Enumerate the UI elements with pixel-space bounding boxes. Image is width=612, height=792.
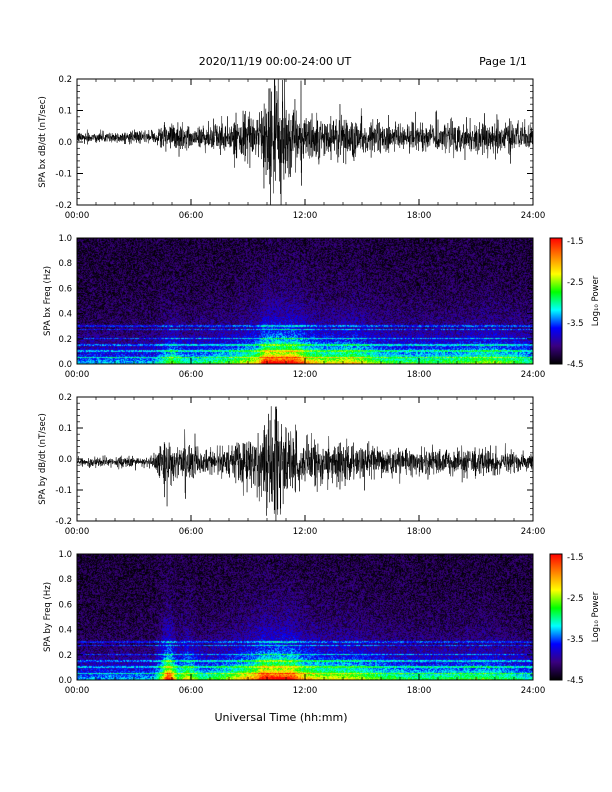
y-tick-label: -0.2 xyxy=(55,517,72,527)
colorbar-label: Log₁₀ Power xyxy=(591,275,601,326)
y-tick-label: 0.6 xyxy=(58,600,72,610)
x-tick-labels: 00:00 06:00 12:00 18:00 24:00 xyxy=(65,211,546,221)
y-tick-label: 0.6 xyxy=(58,284,72,294)
y-tick-label: 0.2 xyxy=(58,651,72,661)
colorbar-frame xyxy=(549,553,563,681)
y-axis-label: SPA by Freq (Hz) xyxy=(43,582,53,652)
x-tick-labels: 00:00 06:00 12:00 18:00 24:00 xyxy=(65,527,546,537)
x-tick-label: 00:00 xyxy=(65,370,90,380)
y-tick-label: -0.1 xyxy=(55,486,72,496)
y-tick-labels: 1.0 0.8 0.6 0.4 0.2 0.0 xyxy=(58,550,72,686)
x-tick-label: 18:00 xyxy=(407,527,432,537)
y-tick-label: 0.4 xyxy=(58,626,72,636)
y-tick-label: 0.1 xyxy=(58,424,72,434)
y-axis-label: SPA bx dB/dt (nT/sec) xyxy=(38,96,48,188)
x-tick-label: 06:00 xyxy=(179,527,204,537)
x-tick-label: 24:00 xyxy=(521,211,546,221)
x-tick-label: 24:00 xyxy=(521,527,546,537)
x-tick-label: 00:00 xyxy=(65,527,90,537)
y-tick-labels: 0.2 0.1 0.0 -0.1 -0.2 xyxy=(55,75,72,211)
x-tick-label: 12:00 xyxy=(293,370,318,380)
y-tick-label: 0.1 xyxy=(58,107,72,117)
colorbar-tick: -1.5 xyxy=(567,553,584,563)
y-tick-label: 0.2 xyxy=(58,335,72,345)
plot-frame xyxy=(76,396,534,522)
panel-bx-timeseries: 0.2 0.1 0.0 -0.1 -0.2 00:00 06:00 12:00 18:00 24… xyxy=(38,75,545,221)
y-tick-label: 0.0 xyxy=(58,676,72,686)
x-tick-label: 18:00 xyxy=(407,686,432,696)
by-trace xyxy=(76,406,534,522)
x-tick-label: 24:00 xyxy=(521,686,546,696)
colorbar-gradient xyxy=(550,238,562,364)
y-tick-label: -0.1 xyxy=(55,170,72,180)
x-tick-label: 12:00 xyxy=(293,686,318,696)
colorbar-frame xyxy=(549,237,563,365)
x-tick-label: 06:00 xyxy=(179,370,204,380)
axis-ticks xyxy=(76,396,534,522)
figure-title: 2020/11/19 00:00-24:00 UT xyxy=(199,55,352,68)
x-tick-label: 18:00 xyxy=(407,211,432,221)
x-tick-labels: 00:00 06:00 12:00 18:00 24:00 xyxy=(65,370,546,380)
x-tick-label: 06:00 xyxy=(179,211,204,221)
colorbar-tick: -4.5 xyxy=(567,676,584,686)
y-tick-label: 1.0 xyxy=(58,234,72,244)
colorbar-2: -1.5 -2.5 -3.5 -4.5 Log₁₀ Power xyxy=(549,553,601,686)
x-tick-label: 18:00 xyxy=(407,370,432,380)
colorbar-tick: -4.5 xyxy=(567,360,584,370)
y-tick-label: 0.0 xyxy=(58,360,72,370)
y-tick-label: 1.0 xyxy=(58,550,72,560)
x-tick-label: 06:00 xyxy=(179,686,204,696)
colorbar-gradient xyxy=(550,554,562,680)
colorbar-tick: -3.5 xyxy=(567,635,584,645)
spectrogram-image xyxy=(77,554,533,680)
colorbar-1: -1.5 -2.5 -3.5 -4.5 Log₁₀ Power xyxy=(549,237,601,370)
y-tick-label: 0.8 xyxy=(58,575,72,585)
x-tick-label: 12:00 xyxy=(293,211,318,221)
y-tick-label: -0.2 xyxy=(55,201,72,211)
y-tick-label: 0.2 xyxy=(58,393,72,403)
x-axis-label: Universal Time (hh:mm) xyxy=(215,711,348,724)
x-tick-label: 00:00 xyxy=(65,211,90,221)
x-tick-label: 24:00 xyxy=(521,370,546,380)
y-tick-label: 0.2 xyxy=(58,75,72,85)
colorbar-label: Log₁₀ Power xyxy=(591,591,601,642)
panel-bx-spectrogram: 1.0 0.8 0.6 0.4 0.2 0.0 00:00 06:00 12:00 18:00 2… xyxy=(43,234,545,380)
colorbar-tick: -1.5 xyxy=(567,237,584,247)
spectrogram-image xyxy=(77,238,533,364)
x-tick-label: 00:00 xyxy=(65,686,90,696)
colorbar-tick: -2.5 xyxy=(567,594,584,604)
page-indicator: Page 1/1 xyxy=(479,55,527,68)
panel-by-timeseries: 0.2 0.1 0.0 -0.1 -0.2 00:00 06:00 12:00 18:00 24… xyxy=(38,393,545,537)
colorbar-tick: -3.5 xyxy=(567,319,584,329)
y-axis-label: SPA by dB/dt (nT/sec) xyxy=(38,413,48,505)
x-tick-labels: 00:00 06:00 12:00 18:00 24:00 xyxy=(65,686,546,696)
panel-by-spectrogram: 1.0 0.8 0.6 0.4 0.2 0.0 00:00 06:00 12:00 18:00 2… xyxy=(43,550,545,696)
axis-ticks xyxy=(76,78,534,206)
y-tick-label: 0.8 xyxy=(58,259,72,269)
y-tick-label: 0.0 xyxy=(58,138,72,148)
x-tick-label: 12:00 xyxy=(293,527,318,537)
axis-ticks xyxy=(76,553,534,681)
axis-ticks xyxy=(76,237,534,365)
y-tick-label: 0.4 xyxy=(58,310,72,320)
y-tick-labels: 1.0 0.8 0.6 0.4 0.2 0.0 xyxy=(58,234,72,370)
bx-trace xyxy=(76,78,534,206)
y-tick-label: 0.0 xyxy=(58,455,72,465)
y-axis-label: SPA bx Freq (Hz) xyxy=(43,266,53,336)
y-tick-labels: 0.2 0.1 0.0 -0.1 -0.2 xyxy=(55,393,72,527)
colorbar-tick: -2.5 xyxy=(567,278,584,288)
